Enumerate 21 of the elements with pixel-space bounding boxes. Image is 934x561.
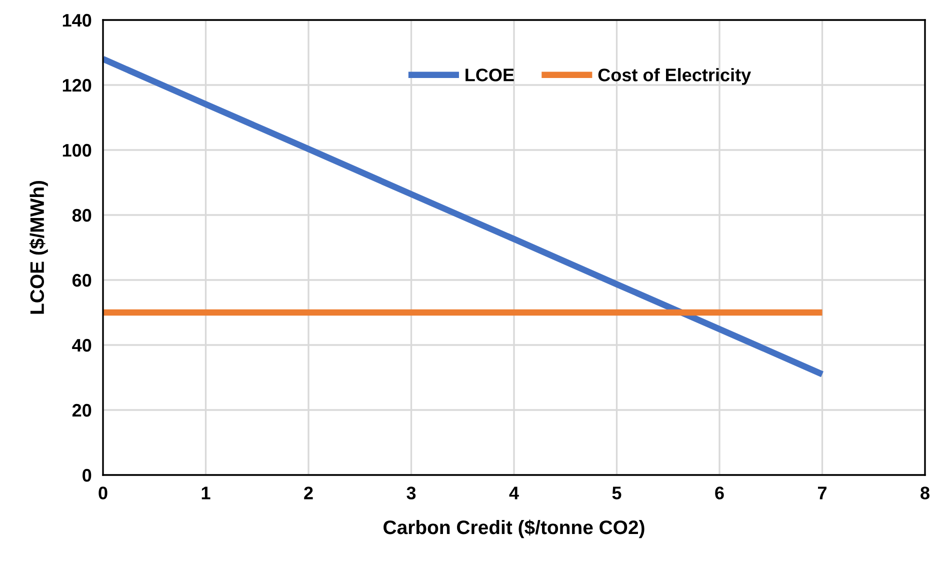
- x-tick-label: 1: [202, 486, 210, 500]
- x-tick-label: 3: [406, 486, 416, 500]
- legend-label: LCOE: [466, 68, 514, 82]
- x-tick-label: 4: [509, 486, 519, 500]
- y-tick-label: 140: [62, 14, 92, 27]
- y-tick-label: 20: [72, 404, 92, 417]
- y-tick-label: 80: [72, 208, 92, 222]
- x-tick-label: 2: [304, 486, 313, 500]
- y-tick-label: 60: [72, 274, 92, 287]
- y-tick-label: 0: [82, 468, 92, 482]
- x-tick-label: 8: [920, 486, 930, 500]
- y-tick-label: 120: [62, 78, 92, 92]
- x-tick-label: 7: [818, 486, 826, 500]
- y-tick-label: 40: [72, 338, 92, 352]
- legend-label: Cost of Electricity: [598, 68, 752, 85]
- x-tick-label: 5: [612, 486, 622, 500]
- x-tick-label: 0: [98, 486, 108, 500]
- y-tick-label: 100: [62, 144, 92, 157]
- y-axis-title: LCOE ($/MWh): [29, 180, 48, 314]
- x-tick-label: 6: [715, 486, 724, 500]
- x-axis-title: Carbon Credit ($/tonne CO2): [384, 520, 644, 538]
